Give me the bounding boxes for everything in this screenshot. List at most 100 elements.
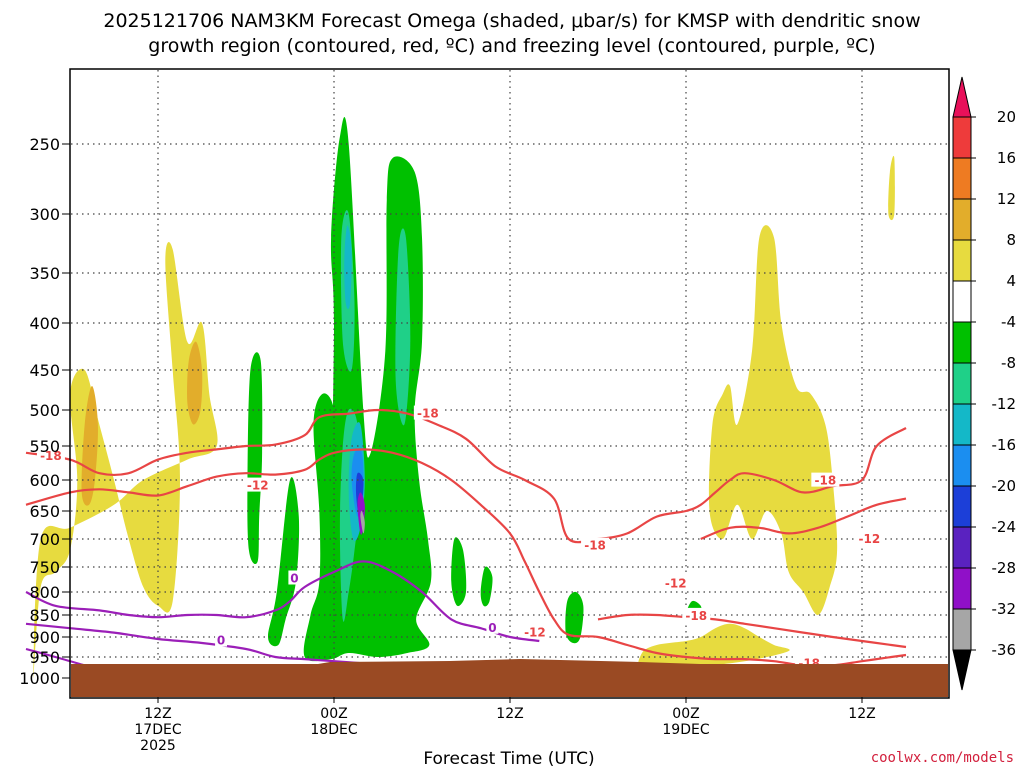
y-tick-label: 750 <box>29 558 60 577</box>
y-tick-label: 300 <box>29 205 60 224</box>
omega-shade-region <box>267 477 300 647</box>
freezing-level-contour <box>25 560 540 643</box>
dgz-contour <box>25 448 907 668</box>
omega-shade-region <box>344 225 352 309</box>
colorbar-swatch <box>952 403 972 446</box>
dgz-contour-label: -12 <box>858 532 880 546</box>
y-tick-label: 700 <box>29 530 60 549</box>
omega-shade-region <box>187 341 203 425</box>
colorbar-swatch <box>952 239 972 282</box>
dgz-contour-label: -12 <box>247 479 269 493</box>
contour-label-background <box>581 537 610 552</box>
contour-label-background <box>243 477 272 492</box>
dgz-contour <box>597 613 907 649</box>
x-tick-label: 17DEC <box>134 722 181 738</box>
x-tick-label: 12Z <box>144 706 171 722</box>
colorbar-label: -28 <box>992 559 1017 577</box>
colorbar-label: 20 <box>997 108 1016 126</box>
colorbar-label: -16 <box>992 436 1017 454</box>
colorbar-label: -20 <box>992 477 1017 495</box>
colorbar-label: -36 <box>992 641 1017 659</box>
dgz-contour-label: -18 <box>685 609 707 623</box>
dgz-contour <box>25 408 907 544</box>
freezing-level-label: 0 <box>488 621 496 635</box>
site-credit[interactable]: coolwx.com/models <box>871 750 1014 766</box>
colorbar-swatch <box>952 198 972 241</box>
colorbar-bottom-arrow <box>952 649 972 691</box>
y-tick-label: 650 <box>29 502 60 521</box>
grid-layer <box>71 70 948 697</box>
x-tick-label: 12Z <box>848 706 875 722</box>
y-tick-label: 350 <box>29 264 60 283</box>
freezing-level-contour <box>25 647 86 667</box>
chart-title-line-2: growth region (contoured, red, ºC) and f… <box>148 35 875 57</box>
contour-label-background <box>486 619 499 634</box>
y-tick-label: 400 <box>29 314 60 333</box>
colorbar-swatch <box>952 157 972 200</box>
colorbar-swatch <box>952 608 972 651</box>
omega-shade-region <box>480 566 493 607</box>
colorbar-label: 12 <box>997 190 1016 208</box>
dgz-contour-label: -18 <box>814 474 836 488</box>
contour-label-background <box>855 531 884 545</box>
y-tick-label: 800 <box>29 583 60 602</box>
omega-shade-region <box>81 386 98 506</box>
colorbar-label: -32 <box>992 600 1017 618</box>
y-tick-label: 550 <box>29 437 60 456</box>
x-axis-title: Forecast Time (UTC) <box>423 749 594 768</box>
colorbar-legend: 20 16 12 8 4 -4 -8 -12 -16 -20 -24 -28 -32 -36 <box>952 76 1017 691</box>
y-tick-label: 600 <box>29 471 60 490</box>
terrain-top-edge <box>71 659 948 670</box>
omega-shade-region <box>395 228 411 426</box>
colorbar-swatch <box>952 526 972 569</box>
contour-label-background <box>36 448 65 463</box>
colorbar-swatch <box>952 567 972 610</box>
y-tick-label: 500 <box>29 401 60 420</box>
dgz-contour <box>700 497 907 541</box>
chart-title-line-1: 2025121706 NAM3KM Forecast Omega (shaded… <box>103 10 920 32</box>
omega-shade-region <box>33 241 218 679</box>
dgz-contour-label: -18 <box>417 407 439 421</box>
omega-shade-region <box>888 155 895 221</box>
colorbar-swatch <box>952 444 972 487</box>
y-tick-label: 850 <box>29 606 60 625</box>
contour-label-background <box>288 570 301 585</box>
x-tick-label: 19DEC <box>662 722 709 738</box>
omega-shade-region <box>451 537 467 607</box>
contour-label-background <box>661 575 690 590</box>
colorbar-label: -24 <box>992 518 1017 536</box>
y-tick-label: 250 <box>29 135 60 154</box>
contour-label-background <box>215 632 228 647</box>
freezing-level-label: 0 <box>217 634 225 648</box>
colorbar-label: 4 <box>1006 272 1016 290</box>
x-tick-label: 00Z <box>672 706 699 722</box>
omega-shade-region <box>360 510 365 534</box>
contour-label-background <box>413 405 442 420</box>
colorbar-top-arrow <box>952 76 972 118</box>
colorbar-label: -12 <box>992 395 1017 413</box>
y-tick-label: 450 <box>29 361 60 380</box>
colorbar-label: -8 <box>1001 354 1016 372</box>
x-tick-label: 2025 <box>140 738 176 754</box>
dgz-contour-label: -18 <box>40 449 62 463</box>
colorbar-swatch <box>952 116 972 159</box>
x-tick-label: 00Z <box>320 706 347 722</box>
colorbar-label: -4 <box>1001 313 1016 331</box>
omega-shade-region <box>708 225 838 616</box>
freezing-level-label: 0 <box>290 572 298 586</box>
colorbar-swatch <box>952 485 972 528</box>
x-tick-label: 18DEC <box>310 722 357 738</box>
y-axis-pressure-ticks: 250 300 350 400 450 500 550 600 650 700 750 800 850 9… <box>19 135 70 688</box>
omega-shade-region <box>565 591 584 644</box>
colorbar-label: 16 <box>997 149 1016 167</box>
dgz-contour-label: -18 <box>584 539 606 553</box>
y-tick-label: 1000 <box>19 669 60 688</box>
colorbar-label: 8 <box>1006 231 1016 249</box>
colorbar-swatch <box>952 321 972 364</box>
colorbar-swatch <box>952 280 972 323</box>
contour-label-background <box>811 472 840 487</box>
y-tick-label: 950 <box>29 648 60 667</box>
